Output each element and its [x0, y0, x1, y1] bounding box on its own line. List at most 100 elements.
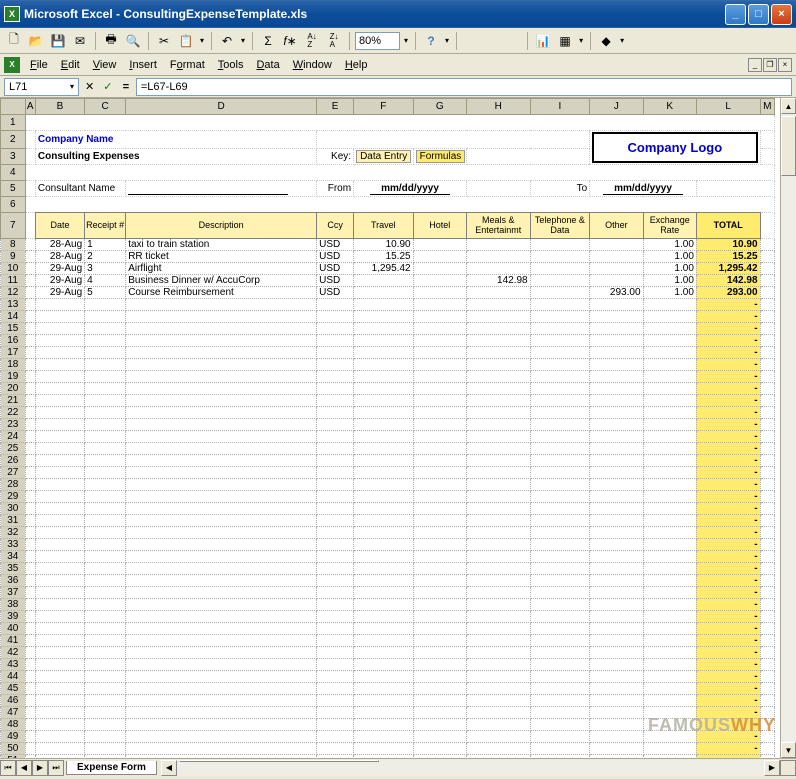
expense-row-empty[interactable]: 36- — [1, 575, 775, 587]
row-7[interactable]: 7 — [1, 213, 26, 239]
expense-row-empty[interactable]: 51- — [1, 755, 775, 759]
row-1[interactable]: 1 — [1, 115, 26, 131]
row-48[interactable]: 48 — [1, 719, 26, 731]
hdr-exchange[interactable]: Exchange Rate — [643, 213, 696, 239]
col-H[interactable]: H — [466, 99, 530, 115]
print-preview-icon[interactable]: 🔍 — [123, 31, 143, 51]
row-23[interactable]: 23 — [1, 419, 26, 431]
expense-row[interactable]: 1229-Aug5Course ReimbursementUSD293.001.… — [1, 287, 775, 299]
column-headers[interactable]: A B C D E F G H I J K L M — [1, 99, 775, 115]
row-29[interactable]: 29 — [1, 491, 26, 503]
menu-data[interactable]: Data — [250, 57, 285, 73]
company-name[interactable]: Company Name — [35, 131, 316, 149]
undo-icon[interactable]: ↶ — [217, 31, 237, 51]
menu-help[interactable]: Help — [339, 57, 374, 73]
row-8[interactable]: 8 — [1, 239, 26, 251]
undo-dropdown[interactable]: ▾ — [239, 36, 247, 45]
expense-row-empty[interactable]: 42- — [1, 647, 775, 659]
row-3[interactable]: 3 — [1, 149, 26, 165]
expense-row-empty[interactable]: 18- — [1, 359, 775, 371]
col-G[interactable]: G — [413, 99, 466, 115]
paste-dropdown[interactable]: ▾ — [198, 36, 206, 45]
expense-row-empty[interactable]: 30- — [1, 503, 775, 515]
tab-next-button[interactable]: ▶ — [32, 760, 48, 776]
row-16[interactable]: 16 — [1, 335, 26, 347]
enter-icon[interactable]: ✓ — [100, 80, 115, 93]
save-icon[interactable]: 💾 — [48, 31, 68, 51]
expense-row-empty[interactable]: 41- — [1, 635, 775, 647]
cancel-icon[interactable]: ✕ — [82, 80, 97, 93]
sort-asc-icon[interactable]: A↓Z — [302, 31, 322, 51]
expense-row-empty[interactable]: 32- — [1, 527, 775, 539]
pivottable-icon[interactable]: ▦ — [555, 31, 575, 51]
expense-row-empty[interactable]: 29- — [1, 491, 775, 503]
row-14[interactable]: 14 — [1, 311, 26, 323]
row-15[interactable]: 15 — [1, 323, 26, 335]
scroll-right-button[interactable]: ▶ — [764, 760, 780, 776]
doc-restore-button[interactable]: ❐ — [763, 58, 777, 72]
autosum-icon[interactable]: Σ — [258, 31, 278, 51]
row-24[interactable]: 24 — [1, 431, 26, 443]
menu-format[interactable]: Format — [164, 57, 211, 73]
to-date-field[interactable]: mm/dd/yyyy — [603, 183, 683, 195]
row-20[interactable]: 20 — [1, 383, 26, 395]
page-subtitle[interactable]: Consulting Expenses — [35, 149, 316, 165]
hdr-hotel[interactable]: Hotel — [413, 213, 466, 239]
row-22[interactable]: 22 — [1, 407, 26, 419]
row-5[interactable]: 5 — [1, 181, 26, 197]
row-11[interactable]: 11 — [1, 275, 26, 287]
resize-grip[interactable] — [780, 760, 796, 776]
row-40[interactable]: 40 — [1, 623, 26, 635]
expense-row-empty[interactable]: 19- — [1, 371, 775, 383]
scroll-down-button[interactable]: ▼ — [781, 742, 796, 758]
hdr-travel[interactable]: Travel — [354, 213, 414, 239]
zoom-input[interactable] — [355, 32, 400, 50]
tab-first-button[interactable]: ⏮ — [0, 760, 16, 776]
expense-row-empty[interactable]: 17- — [1, 347, 775, 359]
expense-row-empty[interactable]: 14- — [1, 311, 775, 323]
paste-icon[interactable]: 📋 — [176, 31, 196, 51]
row-17[interactable]: 17 — [1, 347, 26, 359]
name-box[interactable]: L71▾ — [4, 78, 79, 96]
row-9[interactable]: 9 — [1, 251, 26, 263]
row-12[interactable]: 12 — [1, 287, 26, 299]
workbook-icon[interactable]: X — [4, 57, 20, 73]
row-38[interactable]: 38 — [1, 599, 26, 611]
expense-row-empty[interactable]: 37- — [1, 587, 775, 599]
print-icon[interactable]: 🖶 — [101, 31, 121, 51]
scroll-thumb-v[interactable] — [781, 116, 796, 176]
zoom-dropdown[interactable]: ▾ — [402, 36, 410, 45]
expense-row-empty[interactable]: 28- — [1, 479, 775, 491]
scroll-left-button[interactable]: ◀ — [161, 760, 177, 776]
expense-row-empty[interactable]: 22- — [1, 407, 775, 419]
row-27[interactable]: 27 — [1, 467, 26, 479]
row-13[interactable]: 13 — [1, 299, 26, 311]
hdr-date[interactable]: Date — [35, 213, 84, 239]
expense-row-empty[interactable]: 16- — [1, 335, 775, 347]
menu-edit[interactable]: Edit — [55, 57, 86, 73]
col-A[interactable]: A — [25, 99, 35, 115]
col-E[interactable]: E — [317, 99, 354, 115]
spreadsheet-grid[interactable]: A B C D E F G H I J K L M 1 2 Company Na… — [0, 98, 775, 758]
maximize-button[interactable]: □ — [748, 4, 769, 25]
expense-row-empty[interactable]: 45- — [1, 683, 775, 695]
expense-row-empty[interactable]: 27- — [1, 467, 775, 479]
doc-close-button[interactable]: × — [778, 58, 792, 72]
row-35[interactable]: 35 — [1, 563, 26, 575]
new-icon[interactable]: 🗋 — [4, 31, 24, 51]
menu-file[interactable]: File — [24, 57, 54, 73]
expense-row-empty[interactable]: 26- — [1, 455, 775, 467]
expense-row[interactable]: 928-Aug2RR ticketUSD15.251.0015.25 — [1, 251, 775, 263]
open-icon[interactable]: 📂 — [26, 31, 46, 51]
row-28[interactable]: 28 — [1, 479, 26, 491]
row-49[interactable]: 49 — [1, 731, 26, 743]
expense-row[interactable]: 1129-Aug4Business Dinner w/ AccuCorpUSD1… — [1, 275, 775, 287]
expense-row-empty[interactable]: 21- — [1, 395, 775, 407]
toolbar-more[interactable]: ▾ — [443, 36, 451, 45]
expense-row-empty[interactable]: 33- — [1, 539, 775, 551]
doc-minimize-button[interactable]: _ — [748, 58, 762, 72]
hdr-meals[interactable]: Meals & Entertainmt — [466, 213, 530, 239]
hdr-receipt[interactable]: Receipt # — [85, 213, 126, 239]
row-44[interactable]: 44 — [1, 671, 26, 683]
chart-icon[interactable]: 📊 — [533, 31, 553, 51]
